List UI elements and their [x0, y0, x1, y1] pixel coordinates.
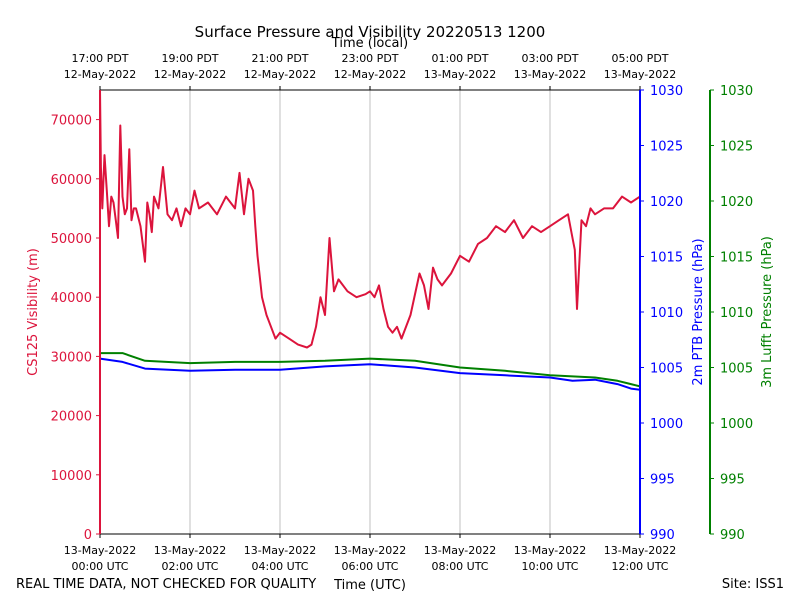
- top-x-tick-label: 05:00 PDT: [611, 52, 668, 65]
- x-axis-ticks: 13-May-2022 00:00 UTC 17:00 PDT 12-May-2022…: [64, 52, 676, 573]
- gridlines: [189, 90, 551, 534]
- lufft-pressure-tick-label: 1000: [720, 417, 753, 432]
- x-tick-label: 10:00 UTC: [521, 560, 578, 573]
- x-tick-label: 02:00 UTC: [161, 560, 218, 573]
- x-tick-label: 08:00 UTC: [431, 560, 488, 573]
- visibility-tick-label: 20000: [51, 410, 92, 425]
- lufft-pressure-tick-label: 1005: [720, 362, 753, 377]
- top-x-tick-label: 19:00 PDT: [161, 52, 218, 65]
- x-tick-label: 06:00 UTC: [341, 560, 398, 573]
- ptb-pressure-tick-label: 1005: [650, 362, 683, 377]
- visibility-tick-label: 30000: [51, 350, 92, 365]
- ptb-series-line: [99, 357, 641, 391]
- quality-disclaimer: REAL TIME DATA, NOT CHECKED FOR QUALITY: [16, 577, 316, 592]
- visibility-series-line: [99, 89, 641, 349]
- ptb-pressure-tick-label: 1030: [650, 84, 683, 99]
- x-tick-label: 12:00 UTC: [611, 560, 668, 573]
- top-axis-label: Time (local): [331, 36, 408, 51]
- x-tick-label: 13-May-2022: [154, 544, 226, 557]
- ptb-pressure-tick-label: 1010: [650, 306, 683, 321]
- x-tick-label: 13-May-2022: [514, 544, 586, 557]
- ptb-pressure-tick-label: 1015: [650, 251, 683, 266]
- x-tick-label: 13-May-2022: [424, 544, 496, 557]
- chart-title: Surface Pressure and Visibility 20220513…: [195, 23, 546, 41]
- site-label: Site: ISS1: [722, 577, 784, 592]
- top-x-tick-label: 12-May-2022: [64, 68, 136, 81]
- x-tick-label: 13-May-2022: [334, 544, 406, 557]
- x-tick-label: 13-May-2022: [244, 544, 316, 557]
- visibility-tick-label: 60000: [51, 173, 92, 188]
- visibility-tick-label: 70000: [51, 114, 92, 129]
- top-x-tick-label: 13-May-2022: [424, 68, 496, 81]
- top-x-tick-label: 03:00 PDT: [521, 52, 578, 65]
- x-tick-label: 13-May-2022: [604, 544, 676, 557]
- lufft-pressure-tick-label: 995: [720, 473, 745, 488]
- lufft-pressure-tick-label: 1030: [720, 84, 753, 99]
- x-tick-label: 04:00 UTC: [251, 560, 308, 573]
- bottom-axis-label: Time (UTC): [333, 578, 406, 593]
- top-x-tick-label: 21:00 PDT: [251, 52, 308, 65]
- x-tick-label: 00:00 UTC: [71, 560, 128, 573]
- top-x-tick-label: 12-May-2022: [244, 68, 316, 81]
- ptb-pressure-tick-label: 990: [650, 528, 675, 543]
- visibility-tick-label: 40000: [51, 291, 92, 306]
- lufft-pressure-tick-label: 1025: [720, 140, 753, 155]
- top-x-tick-label: 17:00 PDT: [71, 52, 128, 65]
- data-series: [99, 89, 641, 391]
- lufft-series-line: [100, 352, 641, 388]
- top-x-tick-label: 23:00 PDT: [341, 52, 398, 65]
- top-x-tick-label: 01:00 PDT: [431, 52, 488, 65]
- lufft-pressure-axis-label: 3m Lufft Pressure (hPa): [760, 236, 775, 388]
- visibility-axis-label: CS125 Visibility (m): [26, 248, 41, 376]
- visibility-tick-label: 10000: [51, 469, 92, 484]
- ptb-pressure-axis-label: 2m PTB Pressure (hPa): [691, 238, 706, 385]
- lufft-pressure-tick-label: 1010: [720, 306, 753, 321]
- lufft-pressure-tick-label: 1015: [720, 251, 753, 266]
- x-tick-label: 13-May-2022: [64, 544, 136, 557]
- top-x-tick-label: 13-May-2022: [604, 68, 676, 81]
- top-x-tick-label: 13-May-2022: [514, 68, 586, 81]
- ptb-pressure-tick-label: 1025: [650, 140, 683, 155]
- y-axes: 0 10000 20000 30000 40000 50000 60000 70000 CS12…: [26, 84, 775, 543]
- top-x-tick-label: 12-May-2022: [154, 68, 226, 81]
- lufft-pressure-tick-label: 1020: [720, 195, 753, 210]
- lufft-pressure-tick-label: 990: [720, 528, 745, 543]
- top-x-tick-label: 12-May-2022: [334, 68, 406, 81]
- ptb-pressure-tick-label: 995: [650, 473, 675, 488]
- ptb-pressure-tick-label: 1020: [650, 195, 683, 210]
- ptb-pressure-tick-label: 1000: [650, 417, 683, 432]
- visibility-tick-label: 50000: [51, 232, 92, 247]
- visibility-tick-label: 0: [84, 528, 92, 543]
